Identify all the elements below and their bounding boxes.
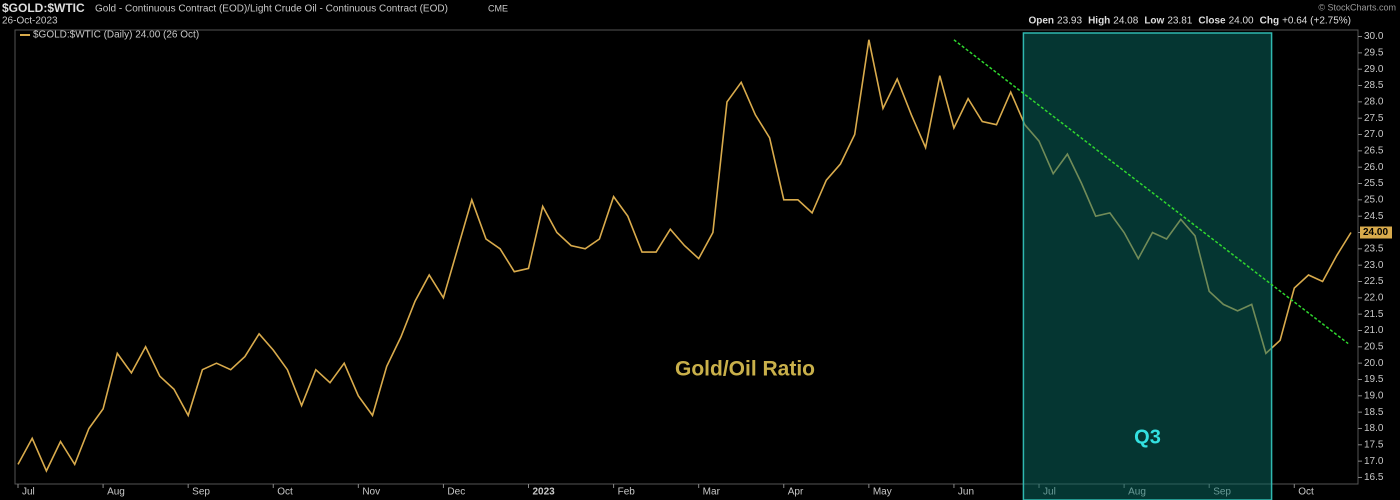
- x-tick-label: Jun: [958, 487, 974, 498]
- y-tick-label: 26.5: [1364, 145, 1384, 156]
- y-tick-label: 27.5: [1364, 113, 1384, 124]
- x-tick-label: Oct: [1298, 487, 1314, 498]
- y-tick-label: 22.5: [1364, 276, 1384, 287]
- y-tick-label: 25.0: [1364, 194, 1384, 205]
- exchange: CME: [488, 3, 508, 13]
- x-tick-label: Aug: [107, 487, 125, 498]
- y-tick-label: 21.0: [1364, 325, 1384, 336]
- date: 26-Oct-2023: [2, 16, 58, 27]
- annotation: Gold/Oil Ratio: [675, 358, 815, 381]
- quote-label: High: [1088, 16, 1110, 27]
- y-tick-label: 26.0: [1364, 162, 1384, 173]
- y-tick-label: 27.0: [1364, 129, 1384, 140]
- quote-value: 24.00: [1229, 16, 1254, 27]
- x-tick-label: May: [873, 487, 892, 498]
- x-tick-label: Oct: [277, 487, 293, 498]
- quote-label: Chg: [1260, 16, 1279, 27]
- quote-value: 23.93: [1057, 16, 1082, 27]
- y-tick-label: 20.0: [1364, 358, 1384, 369]
- credit: © StockCharts.com: [1318, 2, 1396, 12]
- y-tick-label: 16.5: [1364, 472, 1384, 483]
- y-tick-label: 22.0: [1364, 292, 1384, 303]
- shaded-region: [1022, 32, 1273, 500]
- y-tick-label: 28.0: [1364, 96, 1384, 107]
- y-tick-label: 29.5: [1364, 48, 1384, 59]
- quote-value: 23.81: [1167, 16, 1192, 27]
- y-tick-label: 29.0: [1364, 64, 1384, 75]
- x-tick-label: Dec: [447, 487, 465, 498]
- legend-label: $GOLD:$WTIC (Daily) 24.00 (26 Oct): [33, 30, 199, 41]
- x-tick-label: Mar: [703, 487, 721, 498]
- trendline: [953, 39, 1349, 345]
- y-tick-label: 28.5: [1364, 80, 1384, 91]
- plot-frame: [14, 29, 1359, 485]
- last-value-tag: [1360, 226, 1392, 239]
- y-tick-label: 18.5: [1364, 407, 1384, 418]
- y-tick-label: 20.5: [1364, 341, 1384, 352]
- chart-title: Gold - Continuous Contract (EOD)/Light C…: [95, 4, 448, 15]
- y-tick-label: 21.5: [1364, 309, 1384, 320]
- y-tick-label: 17.0: [1364, 456, 1384, 467]
- x-tick-label: Jul: [22, 487, 35, 498]
- quote-label: Open: [1028, 16, 1054, 27]
- y-tick-label: 25.5: [1364, 178, 1384, 189]
- y-tick-label: 18.0: [1364, 423, 1384, 434]
- y-tick-label: 30.0: [1364, 31, 1384, 42]
- x-tick-label: Feb: [618, 487, 636, 498]
- y-tick-label: 23.5: [1364, 243, 1384, 254]
- quote-value: 24.08: [1113, 16, 1138, 27]
- quote-value: +0.64 (+2.75%): [1282, 16, 1351, 27]
- last-value-label: 24.00: [1363, 227, 1388, 238]
- quote-label: Low: [1144, 16, 1164, 27]
- x-tick-label: Sep: [192, 487, 210, 498]
- quote-label: Close: [1198, 16, 1226, 27]
- symbol: $GOLD:$WTIC: [2, 1, 85, 15]
- region-label: Q3: [1134, 426, 1161, 448]
- x-tick-label: Apr: [788, 487, 804, 498]
- y-tick-label: 23.0: [1364, 260, 1384, 271]
- x-tick-label: Nov: [362, 487, 380, 498]
- x-tick-label: 2023: [533, 487, 556, 498]
- y-tick-label: 19.0: [1364, 390, 1384, 401]
- y-tick-label: 19.5: [1364, 374, 1384, 385]
- y-tick-label: 17.5: [1364, 439, 1384, 450]
- y-tick-label: 24.5: [1364, 211, 1384, 222]
